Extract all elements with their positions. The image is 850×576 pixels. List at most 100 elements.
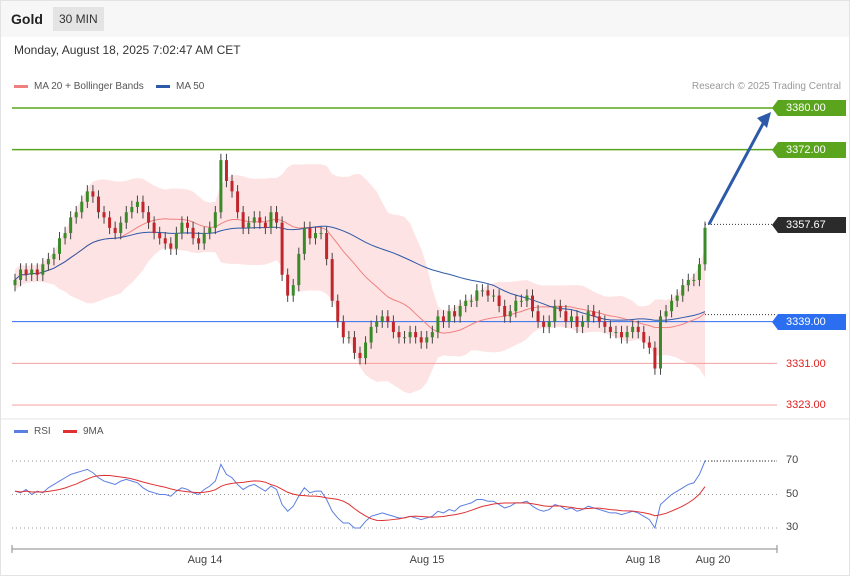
candle-body bbox=[263, 222, 267, 228]
candle-body bbox=[119, 222, 123, 234]
candle-body bbox=[542, 321, 546, 327]
level-tag-3380: 3380.00 bbox=[772, 100, 846, 116]
candle-body bbox=[224, 160, 228, 181]
candle-body bbox=[58, 238, 62, 254]
candle-body bbox=[69, 217, 73, 234]
candle-body bbox=[569, 316, 573, 322]
candle-body bbox=[252, 217, 256, 223]
candle-body bbox=[408, 332, 412, 338]
candle-body bbox=[464, 300, 468, 306]
candle-body bbox=[636, 326, 640, 333]
candle-body bbox=[480, 290, 484, 292]
candle-body bbox=[647, 342, 651, 348]
candle-body bbox=[180, 222, 184, 234]
candle-body bbox=[258, 217, 262, 223]
candle-body bbox=[425, 337, 429, 343]
candle-body bbox=[247, 222, 251, 228]
candle-body bbox=[219, 160, 223, 213]
candle-body bbox=[291, 285, 295, 296]
candle-body bbox=[174, 233, 178, 249]
candle-body bbox=[347, 337, 351, 339]
ma9-label: 9MA bbox=[83, 426, 104, 437]
legend-rsi: RSI bbox=[14, 426, 51, 437]
ma50-line bbox=[14, 225, 706, 321]
candle-body bbox=[486, 290, 490, 296]
candle-body bbox=[681, 285, 685, 296]
ma20-label: MA 20 + Bollinger Bands bbox=[34, 81, 144, 92]
candle-body bbox=[213, 212, 217, 228]
candle-body bbox=[208, 227, 212, 234]
candle-body bbox=[341, 321, 345, 338]
candle-body bbox=[386, 316, 390, 322]
candle-body bbox=[670, 300, 674, 312]
candle-body bbox=[74, 212, 78, 218]
ma50-swatch bbox=[156, 85, 170, 88]
candle-body bbox=[414, 332, 418, 338]
rsi-level-70: 70 bbox=[786, 454, 799, 466]
candle-body bbox=[197, 238, 201, 244]
candle-body bbox=[364, 342, 368, 359]
candle-body bbox=[519, 300, 523, 302]
ma20-line bbox=[14, 218, 706, 334]
candle-body bbox=[369, 326, 373, 343]
candle-body bbox=[697, 264, 701, 280]
candle-body bbox=[581, 321, 585, 327]
candle-body bbox=[41, 264, 45, 275]
candle-body bbox=[135, 201, 139, 207]
candle-body bbox=[508, 311, 512, 317]
candle-body bbox=[186, 222, 189, 228]
timestamp: Monday, August 18, 2025 7:02:47 AM CET bbox=[14, 43, 241, 57]
credit-text: Research © 2025 Trading Central bbox=[691, 81, 841, 92]
candle-body bbox=[436, 316, 440, 333]
candle-body bbox=[169, 243, 173, 249]
candle-body bbox=[358, 352, 362, 359]
candle-body bbox=[275, 212, 279, 223]
candle-body bbox=[19, 269, 23, 280]
date-label-aug15: Aug 15 bbox=[409, 554, 445, 566]
candle-body bbox=[592, 311, 596, 317]
candle-body bbox=[63, 233, 67, 239]
candle-body bbox=[447, 311, 451, 322]
candle-body bbox=[280, 222, 284, 275]
date-label-aug20: Aug 20 bbox=[695, 554, 731, 566]
candle-body bbox=[503, 306, 507, 317]
candle-body bbox=[91, 191, 95, 197]
candle-body bbox=[163, 238, 167, 244]
ma50-label: MA 50 bbox=[176, 81, 205, 92]
candle-body bbox=[497, 295, 501, 306]
candle-body bbox=[514, 300, 518, 312]
projection-arrow-line bbox=[707, 119, 767, 226]
level-tag-3372: 3372.00 bbox=[772, 142, 846, 158]
candle-body bbox=[269, 212, 273, 228]
candle-body bbox=[158, 233, 162, 239]
candle-body bbox=[102, 212, 106, 218]
candle-body bbox=[430, 332, 434, 338]
candle-body bbox=[352, 337, 356, 353]
level-tag-3331: 3331.00 bbox=[786, 358, 826, 370]
legend-ma20: MA 20 + Bollinger Bands bbox=[14, 81, 144, 92]
candle-body bbox=[658, 316, 662, 369]
candle-body bbox=[375, 321, 379, 327]
date-label-aug18: Aug 18 bbox=[625, 554, 661, 566]
candle-body bbox=[403, 337, 407, 339]
candle-body bbox=[236, 191, 240, 213]
timeframe-badge[interactable]: 30 MIN bbox=[53, 7, 104, 31]
candle-body bbox=[46, 259, 50, 265]
candle-body bbox=[391, 321, 395, 333]
level-tag-3323: 3323.00 bbox=[786, 399, 826, 411]
candle-body bbox=[675, 295, 679, 301]
candle-body bbox=[35, 269, 39, 275]
candle-body bbox=[202, 233, 206, 244]
rsi-ma-line bbox=[14, 474, 706, 522]
candle-body bbox=[141, 201, 145, 213]
candle-body bbox=[620, 332, 624, 338]
candle-body bbox=[230, 180, 234, 192]
candle-body bbox=[453, 311, 457, 317]
candle-body bbox=[152, 222, 156, 234]
legend-ma50: MA 50 bbox=[156, 81, 204, 92]
candle-body bbox=[586, 311, 590, 322]
candle-body bbox=[130, 207, 134, 213]
candle-body bbox=[458, 306, 462, 317]
candle-body bbox=[625, 332, 629, 338]
